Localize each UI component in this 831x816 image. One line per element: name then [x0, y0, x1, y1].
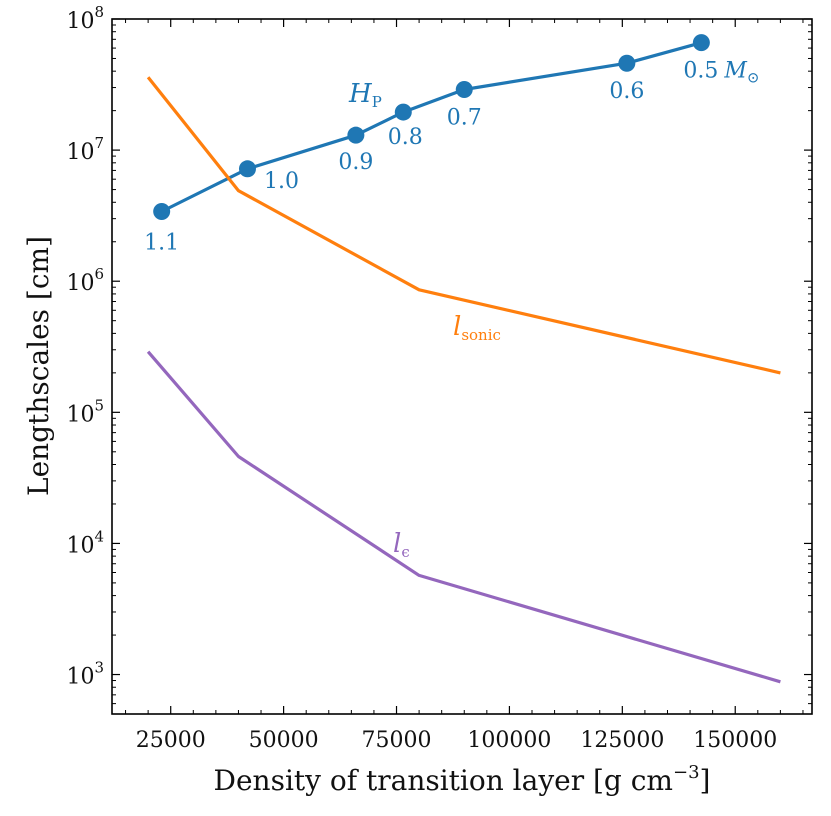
y-tick-label: 107	[66, 134, 104, 165]
data-point	[347, 126, 365, 144]
y-tick-label: 104	[66, 527, 104, 558]
plot-frame	[111, 18, 813, 715]
x-axis-title: Density of transition layer [g cm−3]	[214, 762, 711, 797]
point-label: 0.8	[388, 125, 423, 150]
x-tick-label: 150000	[693, 728, 777, 753]
x-tick-label: 25000	[136, 728, 206, 753]
y-tick-label: 103	[66, 659, 104, 690]
series-label-l_epsilon: lϵ	[393, 529, 410, 561]
y-tick-label: 105	[66, 396, 104, 427]
annotations: 1.1 1.0 0.9 0.8 0.7 0.6 0.5 M⊙ HP lsonic lϵ	[144, 59, 759, 561]
data-point	[692, 34, 710, 52]
y-tick-label: 108	[66, 3, 104, 34]
point-label: 0.9	[338, 150, 373, 175]
x-tick-label: 50000	[249, 728, 319, 753]
data-point	[238, 160, 256, 178]
point-label: 0.6	[609, 79, 644, 104]
data-point	[394, 103, 412, 121]
series-line-l_epsilon	[146, 350, 781, 684]
data-point	[153, 203, 171, 221]
y-tick-labels: 103 104 105 106 107 108	[66, 3, 104, 690]
y-axis-title: Lengthscales [cm]	[22, 236, 55, 496]
series-label-H_P: HP	[348, 79, 382, 111]
data-point	[618, 54, 636, 72]
y-tick-label: 106	[66, 265, 104, 296]
series-line-l_sonic	[146, 76, 781, 375]
x-tick-label: 125000	[580, 728, 664, 753]
series-label-l_sonic: lsonic	[453, 312, 501, 344]
point-label: 1.1	[144, 231, 179, 256]
data-point	[455, 80, 473, 98]
point-label: 0.7	[447, 105, 482, 130]
x-tick-label: 75000	[362, 728, 432, 753]
point-label: 1.0	[264, 169, 299, 194]
x-tick-label: 100000	[467, 728, 551, 753]
x-tick-labels: 25000 50000 75000 100000 125000 150000	[136, 728, 778, 753]
point-label: 0.5 M⊙	[683, 59, 759, 87]
data-series	[146, 34, 781, 684]
